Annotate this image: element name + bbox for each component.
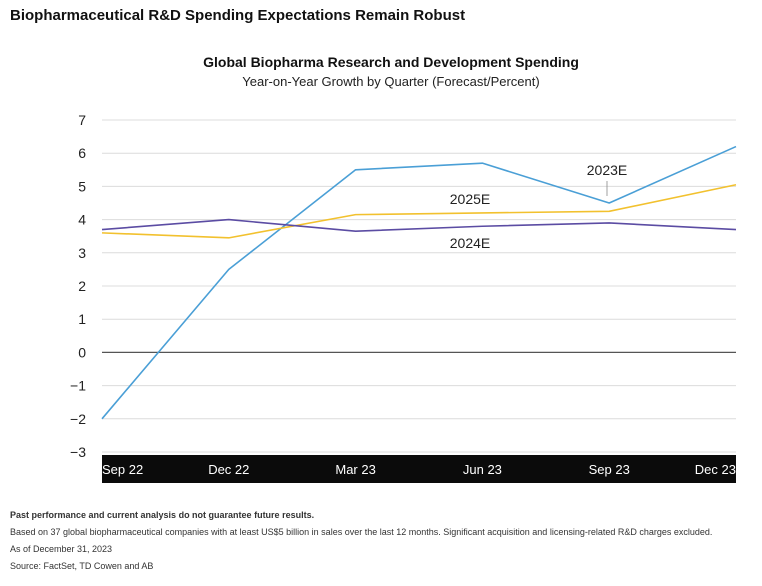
disclaimer-note: Past performance and current analysis do… — [10, 510, 315, 520]
methodology-note: Based on 37 global biopharmaceutical com… — [10, 527, 713, 537]
y-tick-label: 5 — [78, 178, 86, 194]
x-tick-label: Sep 22 — [102, 462, 143, 477]
y-tick-label: −1 — [70, 378, 86, 394]
y-tick-label: 1 — [78, 311, 86, 327]
x-tick-label: Dec 22 — [208, 462, 249, 477]
series-line-2024e — [101, 218, 737, 233]
chart-title: Global Biopharma Research and Developmen… — [203, 54, 579, 70]
y-tick-label: 3 — [78, 245, 86, 261]
page-title: Biopharmaceutical R&D Spending Expectati… — [10, 7, 466, 24]
y-tick-label: 0 — [78, 344, 86, 360]
series-line-2023e — [101, 145, 737, 420]
line-chart: 7 6 5 4 3 2 1 0 −1 −2 −3 Sep 22 Dec 22 Mar 23 Jun 23 Se… — [70, 112, 737, 483]
x-tick-label: Mar 23 — [335, 462, 375, 477]
y-tick-label: −3 — [70, 444, 86, 460]
y-tick-label: 2 — [78, 278, 86, 294]
source-note: Source: FactSet, TD Cowen and AB — [10, 561, 154, 571]
x-tick-label: Dec 23 — [695, 462, 736, 477]
x-tick-label: Sep 23 — [589, 462, 630, 477]
series-label: 2025E — [450, 191, 490, 207]
series-label: 2024E — [450, 235, 490, 251]
x-axis-band — [102, 455, 736, 483]
y-tick-label: 4 — [78, 212, 86, 228]
as-of-date: As of December 31, 2023 — [10, 544, 113, 554]
y-tick-label: 6 — [78, 145, 86, 161]
x-tick-label: Jun 23 — [463, 462, 502, 477]
chart-subtitle: Year-on-Year Growth by Quarter (Forecast… — [242, 74, 540, 89]
series-line-2025e — [101, 183, 737, 239]
series-label: 2023E — [587, 162, 627, 178]
y-tick-label: −2 — [70, 411, 86, 427]
y-tick-label: 7 — [78, 112, 86, 128]
